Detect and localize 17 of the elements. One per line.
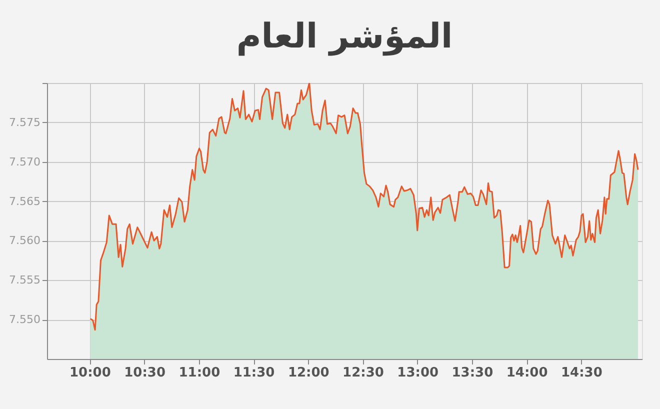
chart-title: المؤشر العام: [236, 16, 453, 56]
y-tick-label: 7.565: [9, 194, 40, 208]
x-tick-label: 11:30: [233, 366, 275, 380]
x-tick-label: 14:30: [560, 366, 602, 380]
x-tick-label: 14:00: [506, 366, 548, 380]
x-tick-label: 10:30: [124, 366, 166, 380]
x-tick-label: 12:00: [288, 366, 330, 380]
x-tick-label: 12:30: [342, 366, 384, 380]
y-tick-label: 7.550: [9, 313, 40, 326]
x-tick-label: 13:30: [452, 366, 494, 380]
y-tick-label: 7.575: [9, 116, 40, 129]
x-tick-label: 11:00: [178, 366, 220, 380]
x-tick-label: 13:00: [397, 366, 439, 380]
y-tick-label: 7.570: [9, 155, 40, 168]
x-tick-label: 10:00: [70, 366, 111, 380]
y-tick-label: 7.560: [9, 234, 40, 248]
y-tick-label: 7.555: [9, 274, 40, 287]
